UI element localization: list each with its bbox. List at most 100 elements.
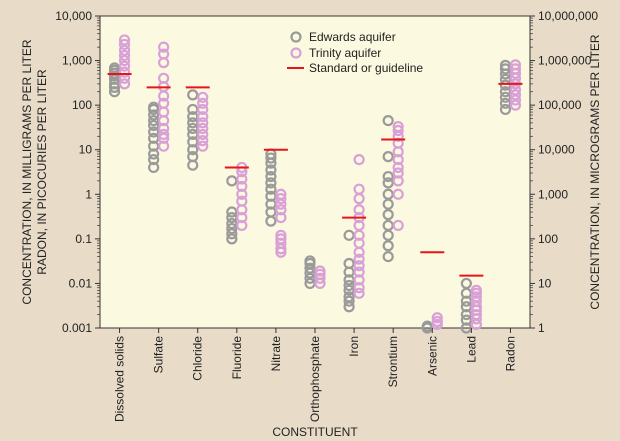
- trinity-point: [353, 266, 365, 278]
- edwards-point: [499, 97, 512, 109]
- edwards-point: [343, 295, 355, 307]
- edwards-point: [226, 222, 238, 235]
- edwards-point: [265, 183, 277, 195]
- trinity-point: [118, 44, 131, 56]
- trinity-point: [353, 282, 365, 294]
- trinity-point: [509, 59, 522, 71]
- x-tick-label: Iron: [347, 336, 361, 357]
- trinity-point: [314, 272, 326, 284]
- trinity-point: [118, 78, 131, 90]
- trinity-point: [118, 54, 131, 67]
- trinity-point: [275, 211, 287, 224]
- edwards-point: [499, 91, 512, 103]
- y-tick-label-left: 1: [85, 187, 92, 201]
- trinity-point: [353, 287, 365, 299]
- trinity-point: [353, 274, 365, 286]
- edwards-point: [460, 277, 472, 290]
- x-tick-label: Strontium: [386, 336, 400, 387]
- edwards-point: [148, 148, 160, 160]
- edwards-point: [382, 250, 394, 263]
- y-tick-label-left: 0.01: [69, 276, 93, 290]
- trinity-point: [509, 94, 522, 106]
- x-tick-label: Dissolved solids: [113, 336, 127, 422]
- trinity-point: [431, 312, 443, 324]
- trinity-point: [470, 291, 482, 303]
- trinity-point: [197, 97, 209, 109]
- edwards-point: [382, 114, 394, 127]
- y-tick-label-left: 100: [72, 98, 92, 112]
- x-tick-label: Fluoride: [230, 336, 244, 380]
- x-tick-label: Chloride: [191, 336, 205, 381]
- trinity-point: [353, 260, 365, 272]
- legend-edwards-label: Edwards aquifer: [309, 30, 396, 44]
- trinity-point: [392, 154, 404, 166]
- trinity-point: [118, 60, 131, 72]
- trinity-point: [118, 49, 131, 62]
- y-tick-label-left: 10,000: [55, 9, 92, 23]
- x-axis-label: CONSTITUENT: [272, 425, 358, 439]
- trinity-point: [509, 89, 522, 101]
- trinity-point: [197, 135, 209, 147]
- trinity-point: [431, 315, 443, 328]
- trinity-point: [158, 97, 170, 109]
- trinity-point: [353, 253, 365, 265]
- trinity-point: [197, 91, 209, 103]
- legend: Edwards aquifer Trinity aquifer Standard…: [287, 30, 423, 75]
- edwards-point: [304, 255, 316, 267]
- edwards-point: [187, 89, 199, 101]
- trinity-point: [470, 284, 482, 296]
- trinity-point: [392, 219, 404, 232]
- trinity-point: [509, 99, 522, 111]
- y-tick-label-right: 10: [538, 276, 552, 290]
- trinity-point: [509, 84, 522, 96]
- edwards-point: [343, 284, 355, 296]
- trinity-point: [392, 167, 404, 179]
- trinity-point: [158, 72, 170, 84]
- edwards-point: [108, 86, 121, 98]
- y-axis-label-left-line2: RADON, IN PICOCURIES PER LITER: [35, 69, 49, 275]
- y-tick-label-right: 100,000: [538, 98, 582, 112]
- trinity-point: [236, 173, 248, 185]
- edwards-point: [499, 103, 512, 116]
- y-tick-label-right: 100: [538, 232, 558, 246]
- trinity-point: [236, 180, 248, 193]
- edwards-point: [148, 119, 160, 132]
- trinity-point: [236, 195, 248, 207]
- y-tick-label-left: 10: [79, 143, 93, 157]
- edwards-point: [226, 175, 238, 187]
- trinity-point: [353, 154, 365, 166]
- trinity-point: [392, 188, 404, 200]
- x-tick-label: Nitrate: [269, 336, 283, 372]
- edwards-point: [343, 291, 355, 303]
- edwards-point: [187, 151, 199, 163]
- trinity-point: [392, 124, 404, 137]
- edwards-point: [499, 79, 512, 91]
- trinity-point: [353, 237, 365, 249]
- trinity-point: [236, 219, 248, 232]
- edwards-point: [148, 161, 160, 174]
- trinity-point: [353, 183, 365, 195]
- trinity-point: [353, 204, 365, 216]
- trinity-point: [158, 140, 170, 152]
- y-tick-label-right: 10,000,000: [538, 9, 598, 23]
- trinity-point: [392, 175, 404, 187]
- edwards-point: [148, 154, 160, 166]
- x-tick-label: Lead: [464, 336, 478, 363]
- edwards-point: [187, 144, 199, 156]
- edwards-point: [226, 217, 238, 230]
- trinity-point: [275, 233, 287, 245]
- trinity-point: [275, 204, 287, 216]
- trinity-point: [197, 140, 209, 152]
- edwards-point: [265, 206, 277, 218]
- trinity-point: [470, 308, 482, 321]
- edwards-point: [265, 152, 277, 164]
- x-tick-label: Radon: [503, 336, 517, 371]
- x-tick-label: Sulfate: [152, 336, 166, 374]
- edwards-point: [382, 209, 394, 221]
- edwards-point: [148, 126, 160, 138]
- edwards-point: [265, 190, 277, 202]
- edwards-point: [382, 170, 394, 183]
- trinity-point: [470, 295, 482, 307]
- trinity-point: [197, 103, 209, 116]
